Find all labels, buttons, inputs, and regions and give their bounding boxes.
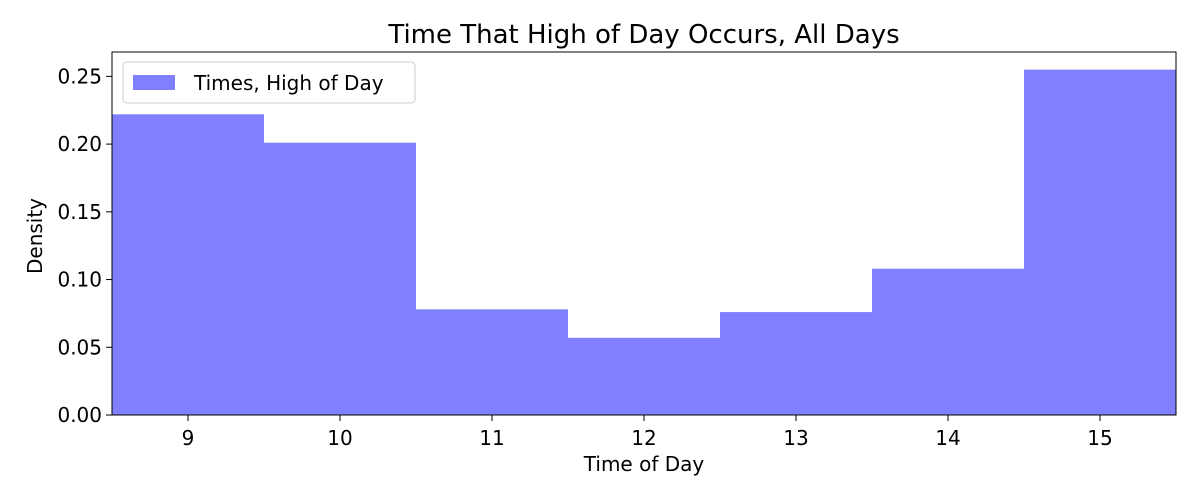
bar-10 [264, 142, 416, 415]
x-axis: 9 10 11 12 13 14 15 [182, 415, 1113, 450]
bar-14 [872, 268, 1024, 415]
legend-label: Times, High of Day [193, 71, 384, 95]
x-tick-label: 10 [327, 426, 352, 450]
bars-group [112, 69, 1176, 415]
y-tick-label: 0.20 [57, 132, 102, 156]
x-tick-label: 15 [1087, 426, 1112, 450]
x-tick-label: 14 [935, 426, 960, 450]
x-tick-label: 9 [182, 426, 195, 450]
legend: Times, High of Day [122, 61, 416, 104]
bar-13 [720, 312, 872, 415]
y-tick-label: 0.15 [57, 200, 102, 224]
x-tick-label: 12 [631, 426, 656, 450]
y-tick-label: 0.05 [57, 335, 102, 359]
x-tick-label: 13 [783, 426, 808, 450]
x-tick-label: 11 [479, 426, 504, 450]
y-tick-label: 0.25 [57, 64, 102, 88]
legend-box [122, 61, 416, 104]
y-tick-label: 0.10 [57, 268, 102, 292]
y-axis: 0.00 0.05 0.10 0.15 0.20 0.25 [57, 64, 112, 427]
y-tick-label: 0.00 [57, 403, 102, 427]
plot-frame [111, 51, 1177, 416]
legend-swatch [133, 75, 175, 90]
bar-9 [112, 114, 264, 415]
bar-11 [416, 309, 568, 415]
bar-15 [1024, 69, 1176, 415]
y-axis-label: Density [23, 198, 47, 274]
bar-12 [568, 337, 720, 415]
chart-title: Time That High of Day Occurs, All Days [387, 20, 899, 50]
x-axis-label: Time of Day [583, 452, 705, 476]
